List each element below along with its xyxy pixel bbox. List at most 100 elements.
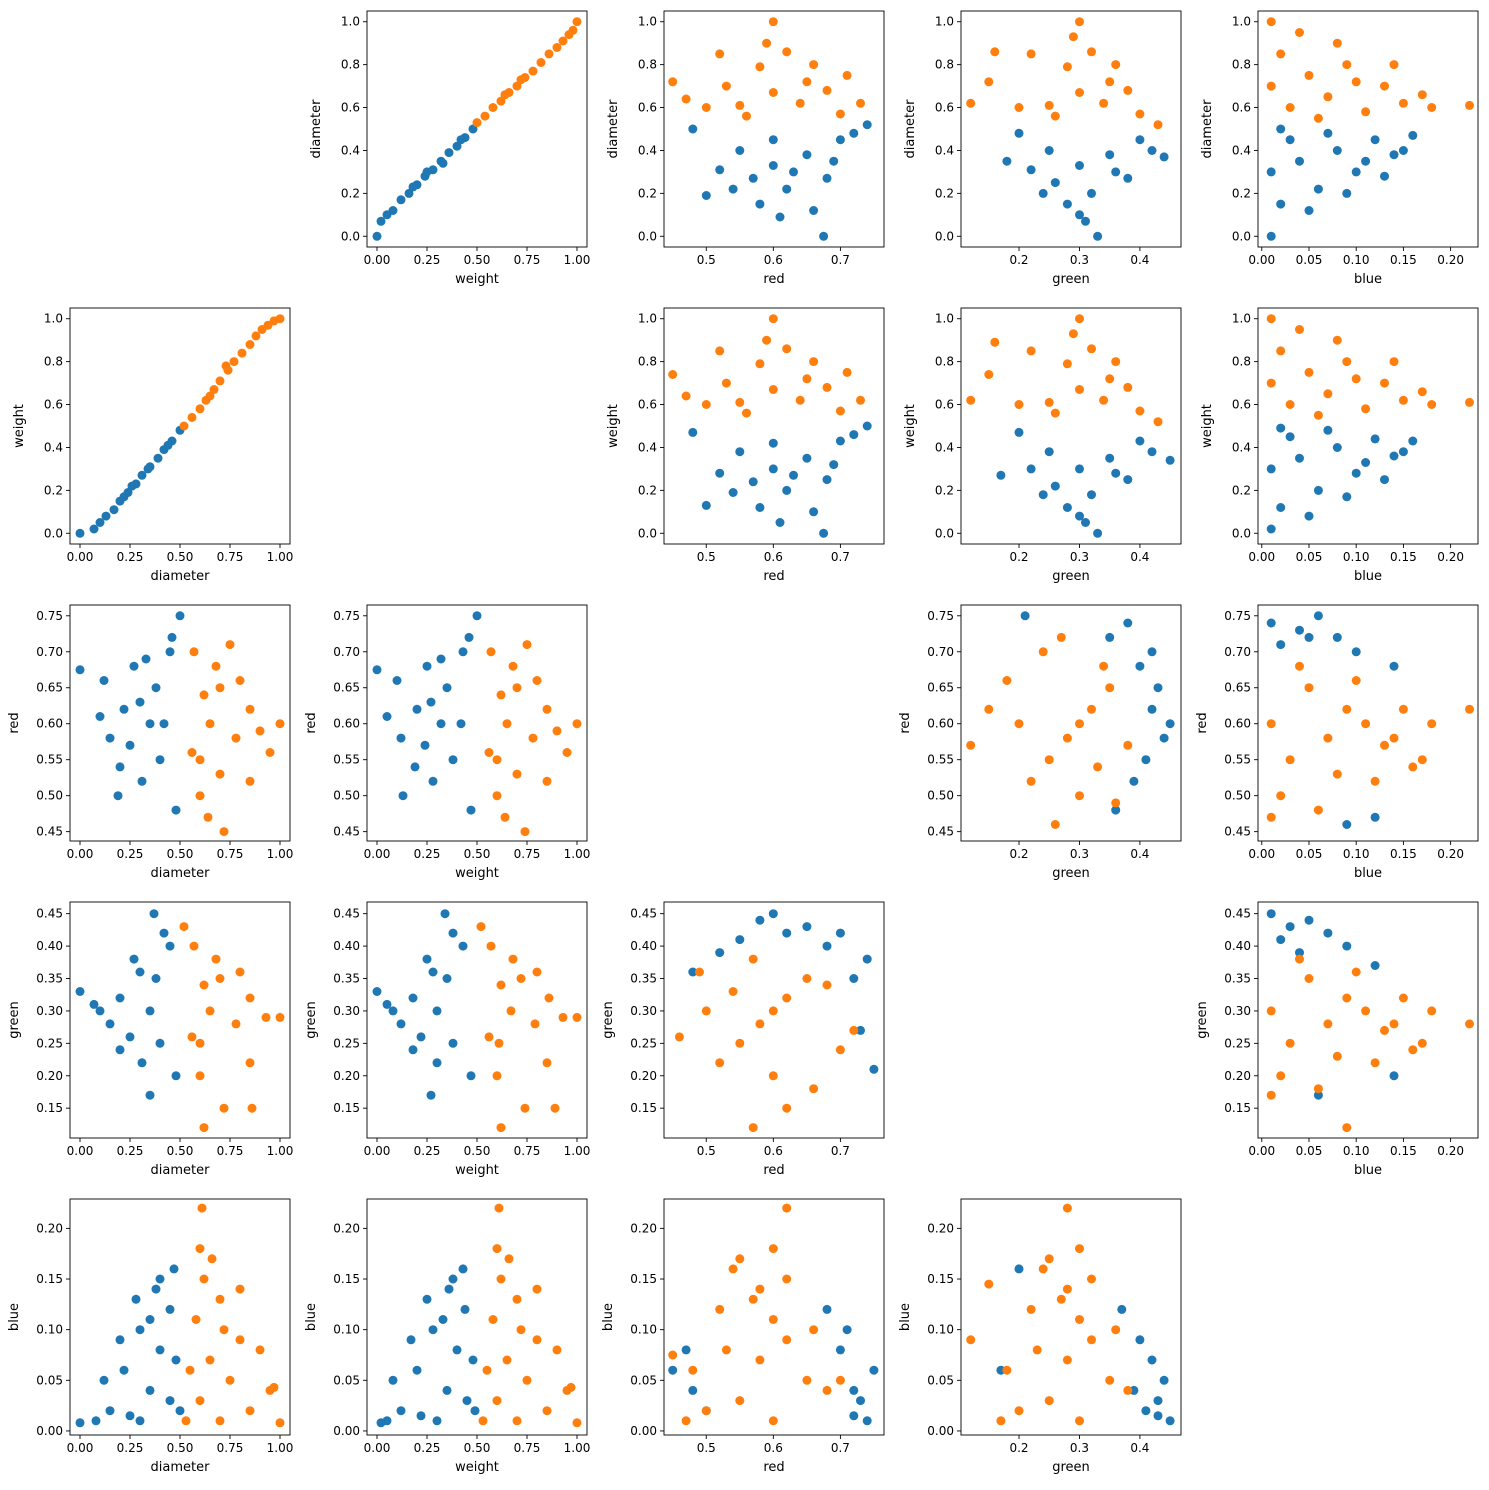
subplot-green-red: 0.2 0.3 0.4 0.45 0.50 0.55 0.60 0.65 0.70 0.75 gre…	[898, 604, 1182, 881]
data-point-series-0	[1304, 915, 1314, 925]
data-point-series-1	[552, 726, 562, 736]
data-point-series-1	[199, 1123, 209, 1133]
data-point-series-1	[532, 967, 542, 977]
data-point-series-0	[1389, 451, 1399, 461]
data-point-series-0	[1370, 812, 1380, 822]
y-tick-label: 1.0	[935, 15, 954, 29]
data-point-series-0	[137, 1058, 147, 1068]
data-point-series-1	[1105, 77, 1115, 87]
y-tick-label: 1.0	[638, 312, 657, 326]
y-tick-label: 0.20	[36, 1069, 63, 1083]
data-point-series-1	[715, 49, 725, 59]
data-point-series-0	[782, 184, 792, 194]
data-point-series-0	[1389, 661, 1399, 671]
data-point-series-0	[442, 683, 452, 693]
data-point-series-1	[762, 38, 772, 48]
data-point-series-0	[735, 146, 745, 155]
data-point-series-1	[508, 954, 518, 964]
axes-frame	[960, 604, 1182, 842]
data-point-series-1	[275, 1418, 285, 1428]
data-point-series-0	[1266, 231, 1276, 241]
data-point-series-0	[1141, 755, 1151, 765]
data-point-series-1	[1398, 98, 1408, 108]
data-point-series-0	[1014, 128, 1024, 138]
data-point-series-0	[822, 941, 832, 951]
y-tick-label: 0.8	[638, 355, 657, 369]
x-axis-label: diameter	[151, 1460, 211, 1475]
data-point-series-0	[1285, 432, 1295, 442]
data-point-series-1	[199, 980, 209, 990]
data-point-series-0	[171, 1355, 181, 1365]
y-tick-label: 0.2	[935, 483, 954, 497]
data-point-series-1	[494, 1203, 504, 1213]
data-point-series-0	[822, 173, 832, 183]
data-point-series-0	[99, 676, 109, 685]
data-point-series-1	[1111, 357, 1121, 367]
y-tick-label: 0.4	[1232, 440, 1251, 454]
data-point-series-1	[1323, 733, 1333, 743]
data-point-series-1	[802, 1375, 812, 1385]
data-point-series-1	[1427, 103, 1437, 112]
y-tick-label: 0.0	[1232, 229, 1251, 243]
y-axis-label: weight	[1200, 404, 1215, 448]
data-point-series-1	[484, 748, 494, 757]
data-point-series-0	[406, 1335, 416, 1345]
subplot-red-blue: 0.5 0.6 0.7 0.00 0.05 0.10 0.15 0.20 red blue	[601, 1198, 885, 1475]
y-tick-label: 0.8	[44, 355, 63, 369]
data-point-series-1	[496, 690, 506, 700]
data-point-series-1	[1266, 314, 1276, 324]
data-point-series-0	[135, 1325, 145, 1335]
data-point-series-0	[1313, 485, 1323, 495]
y-tick-label: 1.0	[935, 312, 954, 326]
data-point-series-1	[984, 1279, 994, 1289]
data-point-series-0	[809, 507, 819, 517]
data-point-series-0	[75, 987, 85, 996]
data-point-series-1	[492, 755, 502, 765]
x-tick-label: 0.00	[67, 847, 94, 861]
data-point-series-1	[1093, 762, 1103, 772]
subplot-diameter-blue: 0.00 0.25 0.50 0.75 1.00 0.00 0.05 0.10 0.15 0.20…	[7, 1198, 293, 1475]
data-point-series-0	[802, 453, 812, 463]
x-tick-label: 0.25	[117, 847, 144, 861]
data-point-series-1	[1342, 704, 1352, 714]
data-point-series-1	[1062, 1203, 1072, 1213]
data-point-series-1	[558, 1012, 568, 1022]
data-point-series-1	[735, 100, 745, 110]
y-tick-label: 0.30	[1224, 1004, 1251, 1018]
data-point-series-0	[137, 470, 147, 480]
y-tick-label: 0.50	[927, 789, 954, 803]
data-point-series-0	[1075, 511, 1084, 521]
data-point-series-0	[1342, 820, 1352, 829]
x-tick-label: 0.00	[1248, 253, 1275, 267]
data-point-series-0	[1295, 156, 1304, 166]
points-group	[372, 909, 582, 1133]
data-point-series-0	[163, 440, 173, 450]
data-point-series-0	[416, 1411, 426, 1421]
subplot-weight-red: 0.00 0.25 0.50 0.75 1.00 0.45 0.50 0.55 0.60 0.65…	[304, 604, 590, 881]
data-point-series-0	[1266, 618, 1276, 628]
data-point-series-0	[135, 697, 145, 707]
data-point-series-1	[1380, 740, 1389, 750]
data-point-series-0	[1075, 464, 1084, 474]
data-point-series-1	[1087, 47, 1096, 57]
data-point-series-0	[856, 1025, 865, 1035]
points-group	[376, 1203, 582, 1428]
data-point-series-1	[1105, 374, 1115, 384]
data-point-series-1	[1323, 389, 1333, 399]
data-point-series-0	[1044, 146, 1054, 155]
data-point-series-1	[1135, 109, 1145, 119]
data-point-series-1	[492, 1396, 502, 1406]
y-tick-label: 0.65	[1224, 681, 1251, 695]
data-point-series-1	[219, 1325, 229, 1335]
axes-frame	[1257, 10, 1479, 248]
data-point-series-1	[195, 755, 205, 765]
data-point-series-0	[388, 1375, 398, 1385]
data-point-series-0	[428, 776, 438, 786]
y-tick-label: 0.15	[1224, 1101, 1251, 1115]
y-tick-label: 0.40	[333, 939, 360, 953]
x-tick-label: 0.00	[1248, 1144, 1275, 1158]
data-point-series-1	[721, 81, 731, 91]
data-point-series-1	[512, 1294, 522, 1304]
data-point-series-0	[1014, 1264, 1024, 1274]
y-tick-label: 0.30	[333, 1004, 360, 1018]
